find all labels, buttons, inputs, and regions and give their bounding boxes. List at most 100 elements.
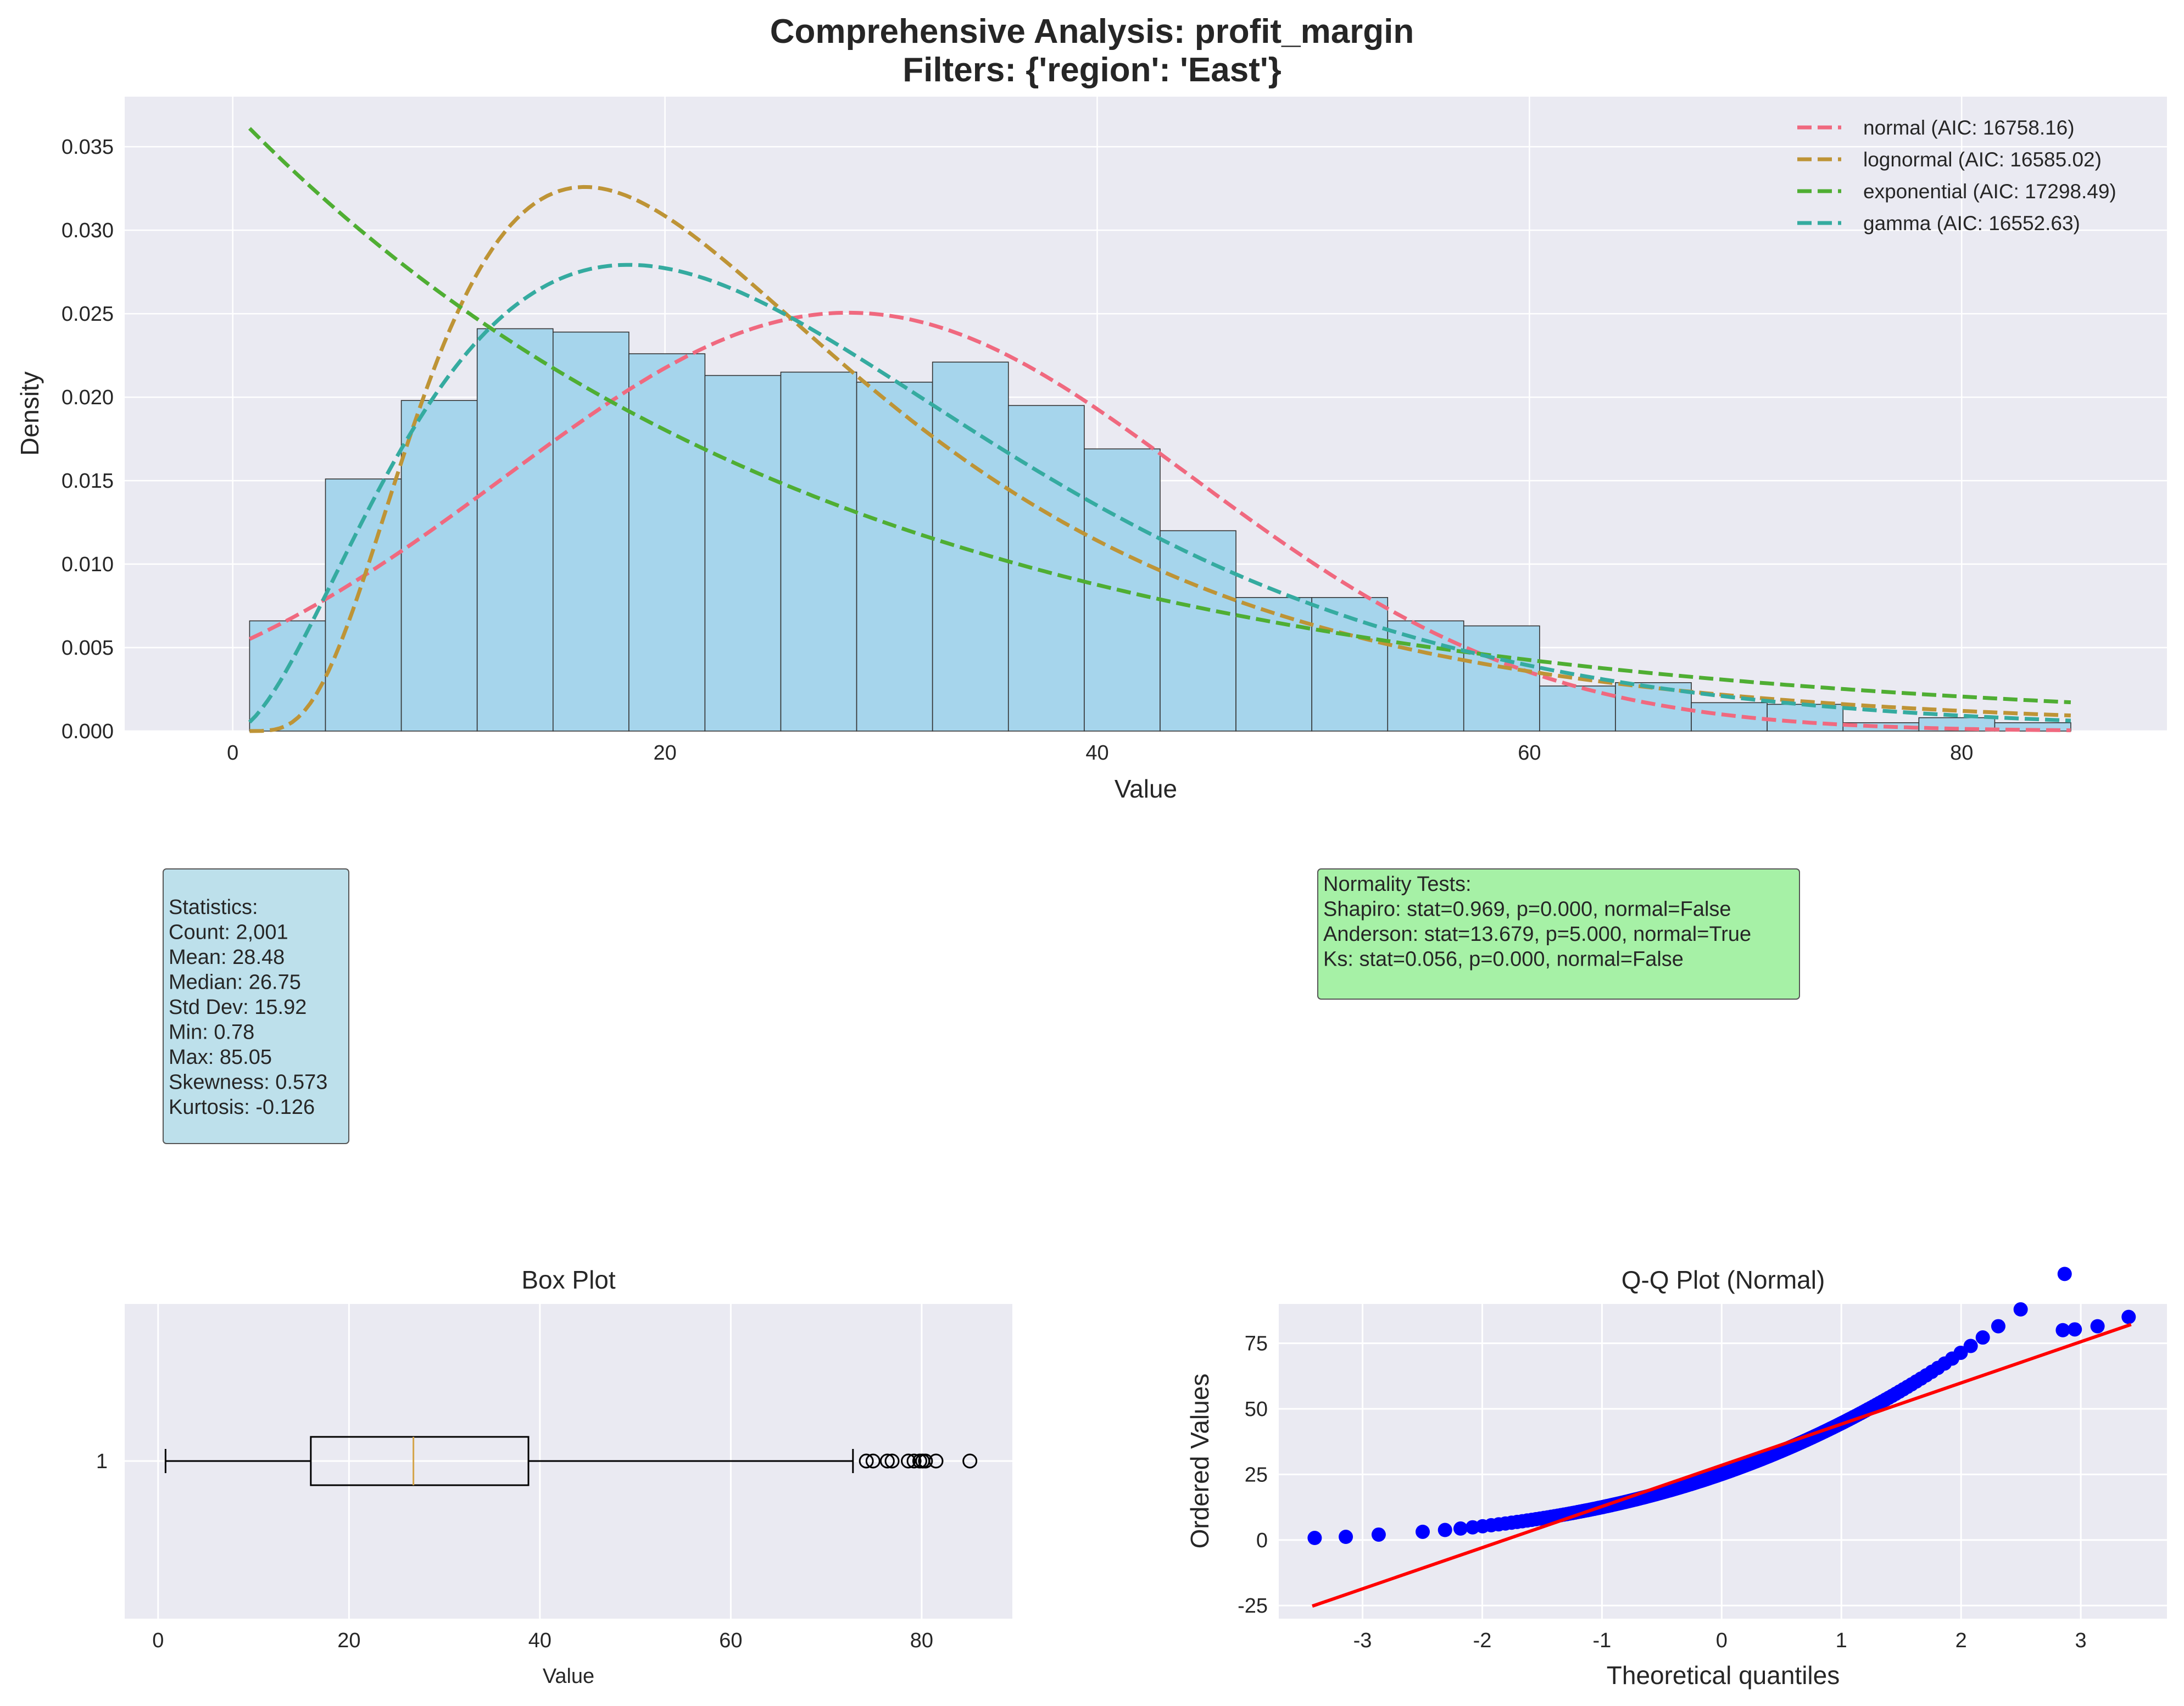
- statistics-line: Min: 0.78: [169, 1021, 254, 1044]
- statistics-box-background: [163, 868, 349, 1144]
- qq-point: [1438, 1523, 1452, 1537]
- statistics-line: Median: 26.75: [169, 971, 301, 994]
- boxplot-outlier: [859, 1453, 874, 1469]
- boxplot-x-tick-label: 0: [152, 1629, 164, 1652]
- statistics-line: Std Dev: 15.92: [169, 996, 307, 1019]
- figure-subtitle: Filters: {'region': 'East'}: [902, 51, 1281, 89]
- boxplot-axes: Box Plot 0 20 40 60 80 1 Value: [96, 1265, 1012, 1688]
- histogram-x-tick-label: 20: [653, 742, 676, 765]
- histogram-bar: [704, 375, 782, 732]
- boxplot-x-axis-label: Value: [543, 1665, 594, 1688]
- histogram-bar: [249, 620, 326, 732]
- qq-x-tick-label: 0: [1716, 1629, 1728, 1652]
- normality-test-line: Normality Tests:: [1323, 873, 1472, 896]
- statistics-line: Max: 85.05: [169, 1046, 272, 1069]
- histogram-y-tick-label: 0.035: [62, 136, 114, 159]
- histogram-y-tick-label: 0.010: [62, 553, 114, 576]
- normality-tests-box-lines: Normality Tests:Shapiro: stat=0.969, p=0…: [1323, 873, 1751, 971]
- qq-point: [2013, 1302, 2028, 1317]
- statistics-line: Statistics:: [169, 896, 258, 919]
- fit-curve-lognormal: [249, 185, 2071, 733]
- qq-point: [1307, 1531, 1322, 1546]
- qq-point: [2055, 1323, 2070, 1337]
- statistics-line: Skewness: 0.573: [169, 1071, 327, 1094]
- qq-y-tick-label: 75: [1245, 1333, 1268, 1356]
- qq-point: [1453, 1521, 1468, 1536]
- legend-label-normal: normal (AIC: 16758.16): [1863, 116, 2075, 139]
- qq-point: [1953, 1345, 1968, 1360]
- boxplot-title: Box Plot: [521, 1265, 616, 1294]
- boxplot-box: [164, 1436, 978, 1486]
- legend-label-exponential: exponential (AIC: 17298.49): [1863, 180, 2116, 203]
- normality-tests-box: Normality Tests:Shapiro: stat=0.969, p=0…: [1317, 868, 1800, 1000]
- statistics-line: Kurtosis: -0.126: [169, 1096, 315, 1119]
- histogram-x-tick-label: 40: [1085, 742, 1108, 765]
- qq-point: [2057, 1267, 2072, 1281]
- qq-point: [1963, 1339, 1978, 1353]
- qq-x-tick-label: -1: [1592, 1629, 1611, 1652]
- qq-plot-tick-labels: -3 -2 -1 0 1 2 3 -25 0 25 50 75: [1238, 1333, 2087, 1652]
- qq-plot-fit-line: [1312, 1323, 2132, 1608]
- histogram-bar: [856, 381, 933, 732]
- histogram-bar: [628, 353, 706, 732]
- boxplot-outlier: [906, 1453, 922, 1469]
- normality-test-line: Anderson: stat=13.679, p=5.000, normal=T…: [1323, 923, 1751, 946]
- histogram-y-tick-label: 0.025: [62, 303, 114, 326]
- histogram-y-tick-label: 0.000: [62, 720, 114, 743]
- histogram-axes: 0 20 40 60 80 0.000 0.005 0.010 0.015 0.020 0.025 0…: [15, 97, 2167, 803]
- legend-label-gamma: gamma (AIC: 16552.63): [1863, 212, 2080, 235]
- boxplot-outlier: [865, 1453, 881, 1469]
- qq-reference-line: [1312, 1323, 2132, 1608]
- qq-point: [1975, 1330, 1990, 1345]
- histogram-bar: [1235, 597, 1312, 732]
- histogram-tick-labels: 0 20 40 60 80 0.000 0.005 0.010 0.015 0.020 0.025 0…: [62, 136, 1973, 765]
- histogram-x-tick-label: 80: [1950, 742, 1973, 765]
- histogram-bar: [1387, 620, 1464, 732]
- boxplot-outlier: [879, 1453, 895, 1469]
- qq-point: [1991, 1319, 2005, 1334]
- histogram-fit-curves: [248, 127, 2071, 733]
- qq-plot-axes: Q-Q Plot (Normal) -3 -2 -1 0 1 2 3 -25 0 25 50 75 T…: [1185, 1265, 2167, 1690]
- qq-point: [1416, 1524, 1430, 1539]
- boxplot-x-tick-label: 80: [910, 1629, 933, 1652]
- qq-plot-title: Q-Q Plot (Normal): [1622, 1265, 1825, 1294]
- histogram-x-tick-label: 0: [227, 742, 238, 765]
- figure-title: Comprehensive Analysis: profit_margin: [770, 13, 1414, 51]
- normality-tests-box-background: [1317, 868, 1800, 1000]
- statistics-line: Count: 2,001: [169, 921, 288, 944]
- histogram-bar: [932, 361, 1009, 732]
- histogram-bar: [780, 371, 857, 732]
- histogram-bar: [476, 328, 554, 732]
- qq-point: [2068, 1322, 2082, 1337]
- qq-point: [1339, 1530, 1353, 1545]
- boxplot-x-tick-label: 60: [719, 1629, 742, 1652]
- histogram-y-tick-label: 0.030: [62, 219, 114, 242]
- histogram-y-axis-label: Density: [15, 371, 44, 455]
- statistics-line: Mean: 28.48: [169, 946, 285, 969]
- qq-x-tick-label: 3: [2075, 1629, 2087, 1652]
- histogram-bar: [1463, 625, 1540, 732]
- qq-x-tick-label: -2: [1473, 1629, 1492, 1652]
- qq-x-tick-label: 1: [1836, 1629, 1847, 1652]
- histogram-y-tick-label: 0.005: [62, 637, 114, 660]
- boxplot-outlier: [918, 1453, 933, 1469]
- normality-test-line: Shapiro: stat=0.969, p=0.000, normal=Fal…: [1323, 898, 1731, 921]
- boxplot-outlier: [884, 1453, 900, 1469]
- boxplot-outlier: [962, 1453, 978, 1469]
- qq-point: [2121, 1309, 2136, 1324]
- histogram-bar: [400, 400, 478, 732]
- fit-curve-exponential: [248, 127, 2071, 705]
- boxplot-outlier: [928, 1453, 944, 1469]
- legend-label-lognormal: lognormal (AIC: 16585.02): [1863, 148, 2102, 171]
- boxplot-x-tick-label: 40: [528, 1629, 551, 1652]
- boxplot-outlier: [901, 1453, 916, 1469]
- histogram-bar: [1615, 682, 1692, 732]
- qq-y-tick-label: -25: [1238, 1595, 1268, 1618]
- boxplot-tick-labels: 0 20 40 60 80: [152, 1629, 933, 1652]
- qq-y-tick-label: 25: [1245, 1463, 1268, 1486]
- qq-point: [2090, 1319, 2105, 1334]
- qq-x-tick-label: 2: [1955, 1629, 1967, 1652]
